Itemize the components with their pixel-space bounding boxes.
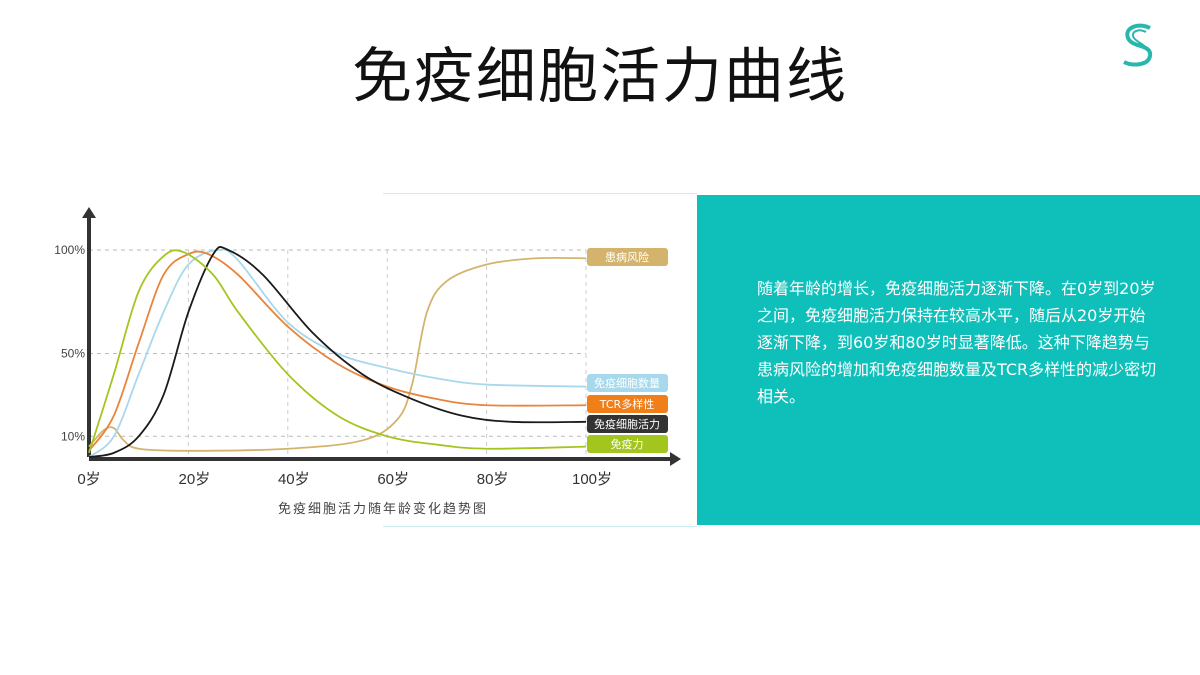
series-line xyxy=(88,246,587,458)
x-axis-title: 免疫细胞活力随年龄变化趋势图 xyxy=(278,501,488,517)
x-tick-label: 100岁 xyxy=(572,471,612,488)
chart: 100% 50% 10% 0岁 20岁 40岁 60岁 80岁 100岁免疫细胞活力随年龄变化趋… xyxy=(54,207,681,517)
divider xyxy=(383,526,697,527)
series-line xyxy=(88,250,587,452)
y-axis-arrow xyxy=(82,207,96,218)
page-title: 免疫细胞活力曲线 xyxy=(352,42,848,112)
series-line xyxy=(88,256,587,452)
series-line xyxy=(88,248,587,458)
x-tick-label: 60岁 xyxy=(377,471,409,488)
legend-swatch xyxy=(587,248,668,266)
legend-label: 免疫细胞数量 xyxy=(594,376,660,390)
legend-swatch xyxy=(587,435,668,453)
x-tick-label: 0岁 xyxy=(77,471,100,488)
description-text: 随着年龄的增长，免疫细胞活力逐渐下降。在0岁到20岁之间，免疫细胞活力保持在较高… xyxy=(757,279,1157,406)
y-tick-label: 50% xyxy=(61,347,85,361)
x-tick-label: 40岁 xyxy=(278,471,310,488)
x-axis-arrow xyxy=(670,452,681,466)
description-panel: 随着年龄的增长，免疫细胞活力逐渐下降。在0岁到20岁之间，免疫细胞活力保持在较高… xyxy=(697,195,1200,525)
legend-swatch xyxy=(587,415,668,433)
legend-swatch xyxy=(587,374,668,392)
legend-swatch xyxy=(587,395,668,413)
y-tick-label: 100% xyxy=(54,243,85,257)
x-tick-label: 80岁 xyxy=(477,471,509,488)
divider xyxy=(383,193,697,194)
series-line xyxy=(88,249,587,454)
legend-label: TCR多样性 xyxy=(599,397,654,411)
legend-label: 免疫细胞活力 xyxy=(594,417,660,431)
x-tick-label: 20岁 xyxy=(179,471,211,488)
y-tick-label: 10% xyxy=(61,429,85,443)
legend-label: 患病风险 xyxy=(605,250,649,264)
legend-label: 免疫力 xyxy=(611,437,644,451)
logo-icon xyxy=(1123,23,1153,67)
